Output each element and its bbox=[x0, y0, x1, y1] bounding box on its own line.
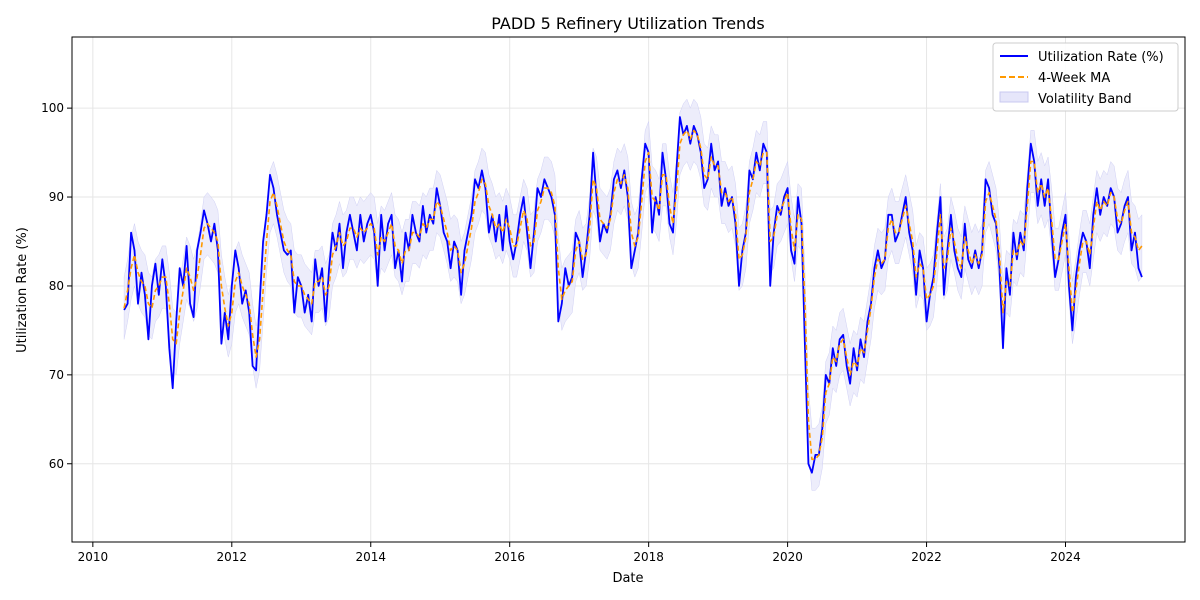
moving-average-line bbox=[123, 129, 1143, 461]
x-axis-label: Date bbox=[612, 571, 643, 586]
plot-frame bbox=[71, 36, 1186, 543]
x-tick-label: 2024 bbox=[1050, 550, 1081, 564]
legend-box bbox=[992, 42, 1179, 112]
legend-label-ma: 4-Week MA bbox=[1038, 71, 1110, 86]
y-tick-label: 60 bbox=[49, 457, 64, 471]
y-tick-label: 80 bbox=[49, 279, 64, 293]
chart-title: PADD 5 Refinery Utilization Trends bbox=[491, 14, 764, 33]
x-tick-label: 2022 bbox=[911, 550, 942, 564]
x-tick-label: 2018 bbox=[633, 550, 664, 564]
legend-swatch-band bbox=[999, 91, 1029, 103]
x-tick-label: 2010 bbox=[78, 550, 109, 564]
series-lines bbox=[123, 116, 1143, 474]
y-axis-label: Utilization Rate (%) bbox=[15, 227, 30, 353]
y-tick-label: 90 bbox=[49, 190, 64, 204]
y-axis: 60 70 80 90 100 bbox=[41, 101, 72, 471]
y-tick-label: 70 bbox=[49, 368, 64, 382]
legend-label-band: Volatility Band bbox=[1038, 92, 1132, 107]
legend-label-utilization: Utilization Rate (%) bbox=[1038, 50, 1164, 65]
x-tick-label: 2020 bbox=[772, 550, 803, 564]
y-tick-label: 100 bbox=[41, 101, 64, 115]
x-tick-label: 2016 bbox=[494, 550, 525, 564]
x-tick-label: 2014 bbox=[355, 550, 386, 564]
utilization-rate-line bbox=[123, 116, 1143, 474]
x-axis: 2010 2012 2014 2016 2018 2020 2022 2024 bbox=[78, 542, 1081, 564]
legend: Utilization Rate (%) 4-Week MA Volatilit… bbox=[992, 42, 1179, 112]
x-tick-label: 2012 bbox=[217, 550, 248, 564]
